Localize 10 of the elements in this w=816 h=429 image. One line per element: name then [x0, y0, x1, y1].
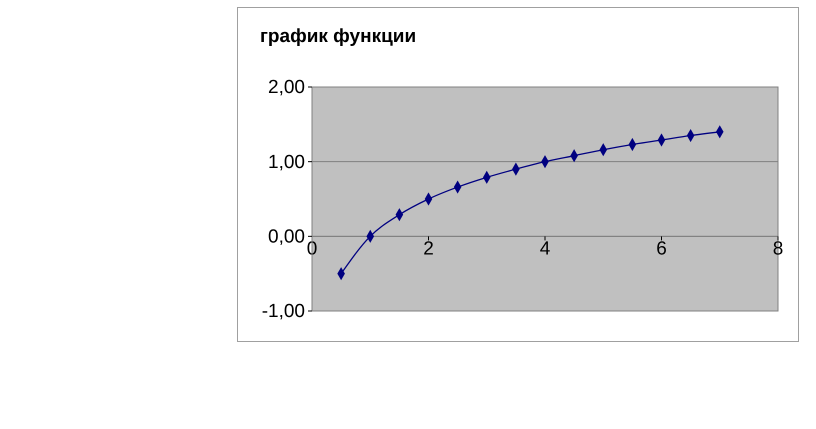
- y-tick-label: 0,00: [268, 226, 305, 248]
- x-tick-label: 0: [306, 238, 318, 260]
- y-tick-label: 2,00: [268, 77, 305, 98]
- x-tick-label: 6: [656, 238, 667, 260]
- y-tick-label: 1,00: [268, 152, 305, 173]
- x-tick-label: 8: [772, 238, 784, 260]
- x-tick-label: 2: [423, 238, 434, 260]
- chart-title: график функции: [260, 26, 416, 47]
- x-tick-label: 4: [540, 238, 551, 260]
- y-tick-label: -1,00: [262, 301, 305, 322]
